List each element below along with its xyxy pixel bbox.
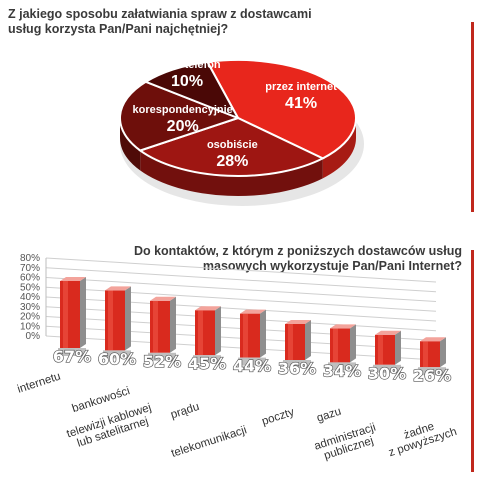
category-label-4: telekomunikacji [170, 424, 248, 460]
bar-side-7 [395, 330, 401, 365]
bar-side-1 [125, 286, 131, 351]
pie-side-2 [120, 118, 141, 171]
bar-base-7 [373, 364, 401, 373]
bar-top-8 [420, 337, 446, 342]
bar-value-label-1: 60% [98, 349, 136, 368]
accent-line-top [471, 22, 474, 212]
bar-highlight-1 [108, 290, 113, 351]
gridline-6 [45, 277, 437, 302]
bar-highlight-2 [153, 300, 158, 353]
y-tick-label-8: 80% [20, 253, 40, 264]
gridline-8 [45, 257, 437, 283]
pie-side-1 [140, 150, 323, 196]
bar-highlight-0 [63, 281, 68, 348]
bar-value-label-0: 67% [53, 347, 91, 366]
bar-side-6 [350, 324, 356, 363]
pie-label-0: przez internet [265, 81, 337, 93]
pie-slice-1 [138, 116, 326, 177]
pie-chart: przez internet 41% osobiście 28% koresponden… [119, 59, 364, 206]
y-tick-label-1: 10% [20, 321, 40, 332]
bar-top-4 [240, 309, 266, 314]
pie-slice-2 [119, 80, 241, 152]
bar-top-5 [285, 320, 311, 324]
bar-top-2 [150, 296, 176, 301]
pie-value-2: 20% [167, 118, 199, 135]
bar-value-label-6: 34% [323, 361, 361, 380]
bar-top-0 [60, 277, 86, 281]
bar-top-7 [375, 330, 401, 335]
bar-top-6 [330, 324, 356, 329]
bar-side-8 [440, 337, 446, 368]
gridline-7 [45, 267, 437, 293]
bar-highlight-5 [288, 324, 293, 360]
bar-series [58, 277, 446, 376]
y-tick-label-6: 60% [20, 273, 40, 284]
bar-value-label-4: 44% [233, 357, 271, 376]
y-tick-label-5: 50% [20, 282, 40, 293]
bar-value-label-7: 30% [368, 364, 406, 383]
gridline-5 [45, 286, 437, 312]
y-tick-label-2: 20% [20, 312, 40, 323]
bar-base-4 [238, 357, 266, 366]
pie-slices [119, 59, 357, 177]
pie-chart-title: Z jakiego sposobu załatwiania spraw z do… [8, 7, 312, 36]
pie-value-0: 41% [285, 95, 317, 112]
y-tick-label-3: 30% [20, 302, 40, 313]
category-label-0: internetu [16, 371, 62, 396]
pie-value-3: 10% [171, 73, 203, 90]
bar-side-0 [80, 277, 86, 348]
bar-base-8 [418, 367, 446, 376]
bar-base-3 [193, 355, 221, 364]
bar-side-5 [305, 320, 311, 360]
bar-base-6 [328, 362, 356, 371]
pie-labels: przez internet 41% osobiście 28% koresponden… [133, 59, 338, 170]
bar-base-2 [148, 352, 176, 361]
bar-value-label-5: 36% [278, 359, 316, 378]
pie-label-3: przez telefon [153, 59, 221, 71]
category-label-5: poczty [260, 406, 296, 428]
bar-highlight-4 [243, 313, 248, 358]
y-tick-label-7: 70% [20, 263, 40, 274]
bar-side-2 [170, 296, 176, 353]
bar-base-1 [103, 350, 131, 359]
bar-top-1 [105, 286, 131, 291]
pie-value-1: 28% [216, 153, 248, 170]
bar-highlight-3 [198, 310, 203, 356]
bar-top-3 [195, 306, 221, 311]
y-axis: 0%10%20%30%40%50%60%70%80% [20, 253, 47, 342]
bar-base-0 [58, 348, 86, 356]
category-label-3: prądu [169, 401, 201, 422]
bar-chart-title: Do kontaktów, z którym z poniższych dost… [133, 244, 462, 273]
pie-slice-3 [143, 60, 241, 120]
bar-side-4 [260, 309, 266, 358]
bar-highlight-8 [423, 341, 428, 368]
category-label-6: gazu [315, 406, 342, 425]
pie-label-1: osobiście [207, 139, 258, 151]
bar-side-3 [215, 306, 221, 356]
bar-highlight-6 [333, 328, 338, 363]
bar-value-label-8: 26% [413, 366, 451, 385]
accent-line-bottom [471, 250, 474, 472]
bar-value-label-2: 52% [143, 352, 181, 371]
y-tick-label-0: 0% [26, 331, 41, 342]
bar-base-5 [283, 360, 311, 368]
category-label-7: administracjipublicznej [313, 422, 381, 465]
pie-slice-0 [205, 59, 357, 160]
y-tick-label-4: 40% [20, 292, 40, 303]
bar-value-labels: 67% 60% 52% 45% 44% 36% 34% 30% 26% [52, 346, 452, 386]
category-label-8: żadnez powyższych [383, 414, 458, 459]
pie-label-2: korespondencyjnie [133, 104, 233, 116]
bar-highlight-7 [378, 334, 383, 365]
bar-value-label-3: 45% [188, 354, 226, 373]
